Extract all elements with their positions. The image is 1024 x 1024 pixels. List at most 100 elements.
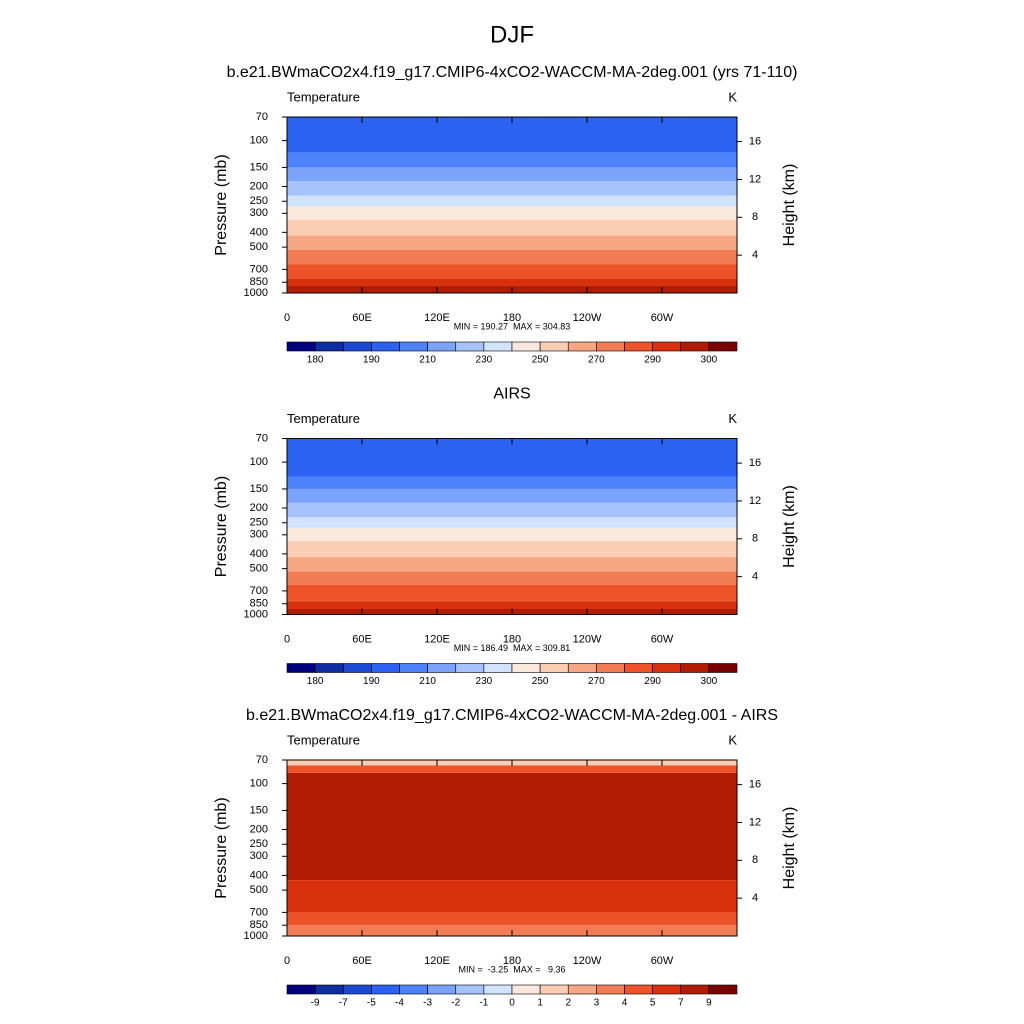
- x-tick-label: 0: [284, 633, 290, 645]
- colorbar-label: 210: [419, 355, 436, 366]
- y-tick-label: 400: [250, 226, 268, 238]
- colorbar-label: -3: [423, 998, 432, 1009]
- contour-band: [287, 912, 737, 926]
- contour-band: [287, 541, 737, 558]
- contour-band: [287, 772, 737, 881]
- colorbar-label: 3: [594, 998, 600, 1009]
- colorbar-label: 9: [706, 998, 712, 1009]
- y2-tick-label: 12: [749, 816, 761, 828]
- x-tick-label: 180: [503, 633, 521, 645]
- y-tick-label: 100: [250, 456, 268, 468]
- colorbar-box: [539, 663, 569, 673]
- colorbar-label: -1: [479, 998, 488, 1009]
- colorbar-box: [539, 341, 569, 352]
- colorbar-label: 270: [588, 355, 605, 366]
- colorbar-box: [708, 663, 738, 673]
- x-tick-label: 0: [284, 955, 290, 967]
- x-tick-label: 120E: [424, 312, 450, 324]
- colorbar-label: 290: [644, 676, 661, 687]
- y-tick-label: 100: [250, 778, 268, 790]
- y-axis-label: Pressure (mb): [213, 797, 230, 898]
- stats-label: MIN = -3.25 MAX = 9.36: [458, 964, 565, 974]
- colorbar-box: [342, 984, 372, 995]
- y-tick-label: 1000: [244, 930, 268, 942]
- y2-tick-label: 8: [752, 533, 758, 545]
- colorbar-box: [624, 341, 653, 352]
- contour-band: [287, 557, 737, 572]
- contour-band: [287, 438, 737, 477]
- colorbar-box: [483, 341, 513, 352]
- contour-band: [287, 880, 737, 913]
- y-tick-label: 850: [250, 276, 268, 288]
- colorbar-box: [455, 663, 485, 673]
- y-tick-label: 300: [250, 850, 268, 862]
- y2-tick-label: 4: [752, 571, 758, 583]
- y-axis-label: Pressure (mb): [213, 476, 230, 577]
- colorbar-box: [427, 984, 457, 995]
- colorbar-box: [596, 341, 625, 352]
- colorbar-label: -2: [451, 998, 460, 1009]
- colorbar-label: 2: [565, 998, 571, 1009]
- y-tick-label: 400: [250, 548, 268, 560]
- contour-band: [287, 476, 737, 489]
- colorbar-box: [567, 984, 597, 995]
- y-tick-label: 200: [250, 502, 268, 514]
- colorbar-label: 290: [644, 355, 661, 366]
- y-tick-label: 70: [256, 432, 268, 444]
- colorbar-label: 0: [509, 998, 515, 1009]
- colorbar-box: [652, 663, 682, 673]
- contour-band: [287, 219, 737, 236]
- y-tick-label: 300: [250, 529, 268, 541]
- x-tick-label: 60W: [651, 633, 674, 645]
- colorbar-label: 230: [476, 355, 493, 366]
- chart-title: b.e21.BWmaCO2x4.f19_g17.CMIP6-4xCO2-WACC…: [246, 707, 778, 724]
- x-tick-label: 0: [284, 312, 290, 324]
- x-tick-label: 180: [503, 955, 521, 967]
- y-tick-label: 250: [250, 517, 268, 529]
- y-tick-label: 250: [250, 838, 268, 850]
- y-tick-label: 150: [250, 804, 268, 816]
- y-tick-label: 150: [250, 161, 268, 173]
- contour-band: [287, 278, 737, 287]
- colorbar-box: [427, 663, 457, 673]
- x-tick-label: 120W: [573, 955, 602, 967]
- contour-band: [287, 517, 737, 528]
- colorbar-box: [624, 984, 653, 995]
- colorbar-box: [399, 663, 428, 673]
- y2-tick-label: 8: [752, 854, 758, 866]
- colorbar-box: [680, 341, 710, 352]
- colorbar-label: 300: [701, 676, 718, 687]
- colorbar-box: [286, 663, 316, 673]
- colorbar-box: [652, 341, 682, 352]
- right-label: K: [728, 89, 737, 104]
- colorbar-box: [342, 341, 372, 352]
- contour-band: [287, 488, 737, 503]
- colorbar-box: [455, 341, 485, 352]
- y2-tick-label: 12: [749, 173, 761, 185]
- y-axis-label: Pressure (mb): [213, 154, 230, 255]
- y-tick-label: 1000: [244, 608, 268, 620]
- left-label: Temperature: [287, 411, 360, 426]
- y-tick-label: 400: [250, 869, 268, 881]
- colorbar-box: [567, 663, 597, 673]
- x-tick-label: 60E: [352, 633, 372, 645]
- y-tick-label: 70: [256, 111, 268, 123]
- contour-band: [287, 195, 737, 207]
- colorbar-box: [483, 984, 513, 995]
- x-tick-label: 120W: [573, 312, 602, 324]
- colorbar-box: [314, 984, 344, 995]
- contour-band: [287, 249, 737, 265]
- colorbar-label: 7: [678, 998, 684, 1009]
- contour-band: [287, 264, 737, 279]
- right-label: K: [728, 732, 737, 747]
- x-tick-label: 60E: [352, 955, 372, 967]
- colorbar-box: [483, 663, 513, 673]
- y-tick-label: 300: [250, 207, 268, 219]
- colorbar-box: [511, 984, 541, 995]
- contour-band: [287, 571, 737, 585]
- contour-band: [287, 584, 737, 602]
- colorbar-box: [427, 341, 457, 352]
- y-tick-label: 1000: [244, 287, 268, 299]
- y2-axis-label: Height (km): [781, 164, 798, 247]
